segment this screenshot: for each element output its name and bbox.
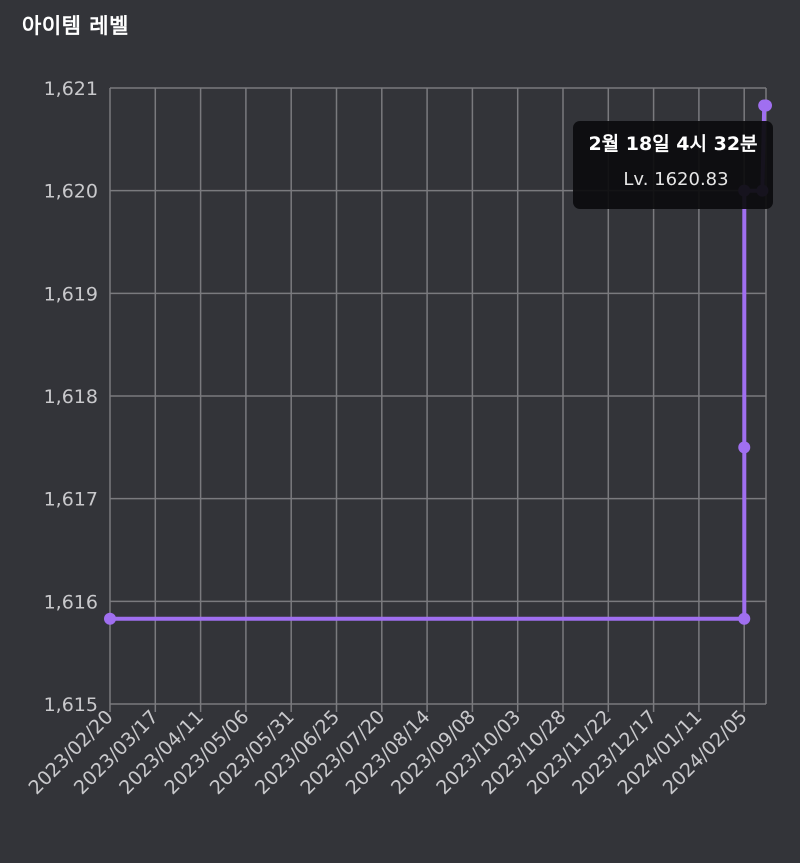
y-tick-label: 1,618 xyxy=(44,386,98,408)
y-axis-ticks: 1,615 1,616 1,617 1,618 1,619 1,620 1,621 xyxy=(44,78,98,716)
data-tooltip: 2월 18일 4시 32분 Lv. 1620.83 xyxy=(573,121,773,209)
y-tick-label: 1,619 xyxy=(44,283,98,305)
data-point[interactable] xyxy=(738,612,751,625)
y-tick-label: 1,616 xyxy=(44,591,98,613)
y-tick-label: 1,620 xyxy=(44,181,98,203)
tooltip-timestamp: 2월 18일 4시 32분 xyxy=(588,133,758,155)
y-tick-label: 1,615 xyxy=(44,694,98,716)
data-point[interactable] xyxy=(738,441,751,454)
data-point[interactable] xyxy=(760,99,772,112)
x-axis-ticks: 2023/02/202023/03/172023/04/112023/05/06… xyxy=(25,706,752,799)
tooltip-level-value: Lv. 1620.83 xyxy=(623,169,729,190)
chart-title: 아이템 레벨 xyxy=(22,14,129,38)
y-tick-label: 1,617 xyxy=(44,489,98,511)
data-point[interactable] xyxy=(104,612,116,625)
y-tick-label: 1,621 xyxy=(44,78,98,100)
